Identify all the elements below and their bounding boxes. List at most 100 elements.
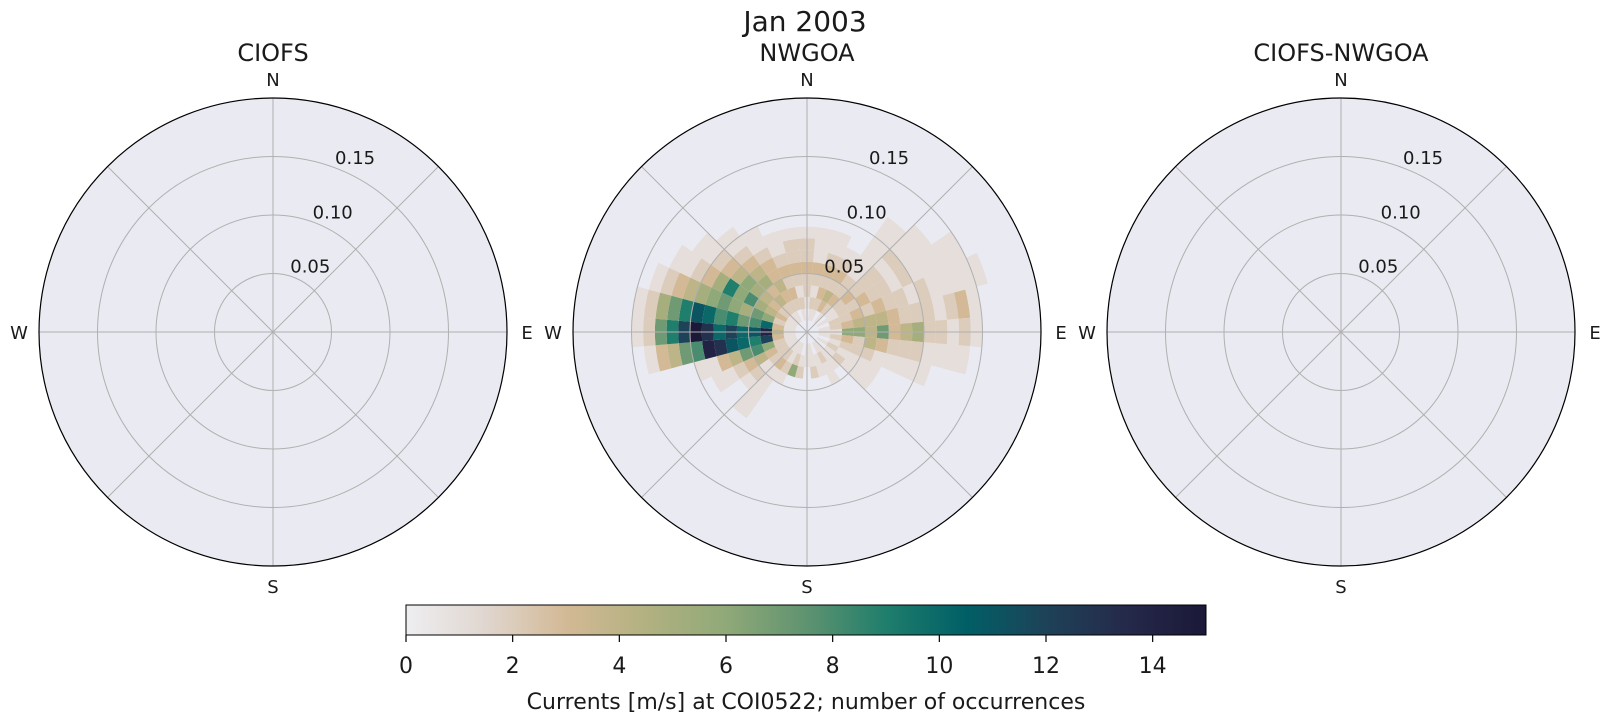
wedge-bin (849, 307, 864, 320)
wedge-bin (787, 286, 798, 301)
wedge-bin (852, 336, 866, 348)
wedge-bin (831, 230, 852, 248)
wedge-bin (816, 336, 829, 346)
wedge-bin (716, 292, 733, 311)
wedge-bin (764, 305, 779, 318)
wedge-bin (748, 336, 762, 348)
polar-outline (572, 97, 1042, 567)
wedge-bin (739, 302, 754, 317)
colorbar-ticks: 0 2 4 6 8 10 12 14 (399, 635, 1167, 679)
wedge-bin (725, 310, 740, 326)
colorbar-tick-label: 10 (925, 654, 953, 679)
wedge-bin (772, 334, 785, 342)
wedge-bin (722, 366, 740, 386)
wedge-bin (813, 353, 822, 366)
wedge-bin (886, 339, 901, 357)
colorbar-tick-label: 14 (1139, 654, 1167, 679)
wedge-bin (816, 363, 827, 378)
panel-title: CIOFS (237, 39, 308, 67)
wedge-bin (931, 295, 947, 321)
wedge-bin (823, 345, 836, 357)
compass-north-label: N (1334, 70, 1347, 91)
wedge-bin (720, 257, 741, 279)
wedge-bin (826, 370, 841, 386)
polar-panel-ciofs-nwgoa: 0.05 0.10 0.15 N E S W CIOFS-NWGOA (1078, 39, 1601, 598)
compass-south-label: S (1335, 577, 1346, 598)
wedge-bin (750, 344, 765, 357)
wedge-bin (810, 285, 820, 299)
wedge-bin (819, 275, 832, 290)
wedge-bin (782, 238, 800, 253)
wedge-bin (740, 255, 761, 275)
radial-tick-label: 0.15 (335, 148, 375, 169)
wedge-bin (822, 264, 837, 279)
wedge-bin (854, 291, 871, 308)
wedge-bin (716, 226, 740, 250)
wedge-bin (632, 286, 649, 318)
wedge-bin (944, 262, 966, 293)
wedge-bin (732, 398, 754, 419)
wedge-bin (811, 341, 821, 354)
wedge-bin (920, 298, 936, 322)
wedge-bin (809, 297, 817, 310)
wedge-bin (821, 360, 834, 375)
wedge-bin (845, 351, 861, 366)
wedge-bin (753, 351, 769, 366)
wedge-bin (693, 282, 712, 305)
wedge-bin (942, 344, 959, 372)
wedge-bin (825, 252, 842, 269)
grid-spoke (107, 331, 274, 498)
polar-panel-ciofs: 0.05 0.10 0.15 N E S W CIOFS (10, 39, 533, 598)
compass-north-label: N (266, 70, 279, 91)
wedge-bin (743, 291, 760, 308)
wedge-bin (648, 262, 670, 293)
wedge-bin (746, 236, 768, 256)
wedge-bin (826, 341, 839, 353)
wedge-bin (912, 251, 935, 278)
wedge-bin (773, 370, 788, 386)
wedge-bin (913, 277, 932, 302)
wedge-bin (864, 285, 882, 303)
wedge-bin (785, 318, 798, 328)
radial-tick-label: 0.05 (1358, 256, 1398, 277)
wedge-bin (852, 316, 866, 328)
wedge-bin (727, 350, 744, 367)
wedge-bin (808, 343, 814, 356)
figure-title: Jan 2003 (741, 5, 866, 38)
wedge-bin (810, 365, 820, 379)
wedge-bin (743, 356, 760, 373)
wedge-bin (813, 340, 824, 352)
wedge-bin (780, 360, 793, 375)
wedge-bin (813, 298, 822, 311)
wedge-bin (690, 301, 706, 323)
wedge-bin (828, 317, 841, 326)
wedge-bin (690, 258, 712, 283)
wedge-bin (818, 333, 831, 339)
wedge-bin (835, 346, 850, 359)
wedge-bin (815, 227, 835, 242)
wedge-bin (787, 338, 799, 349)
wedge-bin (881, 249, 903, 272)
panel-title: NWGOA (759, 39, 855, 67)
wedge-bin (711, 271, 731, 293)
wedge-bin (727, 297, 744, 314)
wedge-bin (711, 249, 733, 272)
wedge-bin (883, 271, 903, 293)
wedge-bin (920, 342, 936, 366)
wedge-bin (867, 236, 890, 258)
wedge-bin (768, 298, 783, 312)
wedge-bin (773, 317, 786, 326)
colorbar-tick-label: 2 (506, 654, 520, 679)
wedge-bin (732, 285, 750, 303)
polar-panel-nwgoa: 0.05 0.10 0.15 N E S W NWGOA (544, 39, 1067, 598)
wedge-bin (813, 250, 829, 265)
wedge-bin (787, 315, 799, 326)
wedge-bin (716, 353, 733, 372)
wedge-bin (782, 275, 795, 290)
grid-spoke (641, 166, 808, 333)
compass-west-label: W (10, 323, 28, 344)
wedge-bin (931, 238, 956, 268)
wedge-bin (902, 359, 921, 382)
wedge-bin (826, 278, 841, 294)
